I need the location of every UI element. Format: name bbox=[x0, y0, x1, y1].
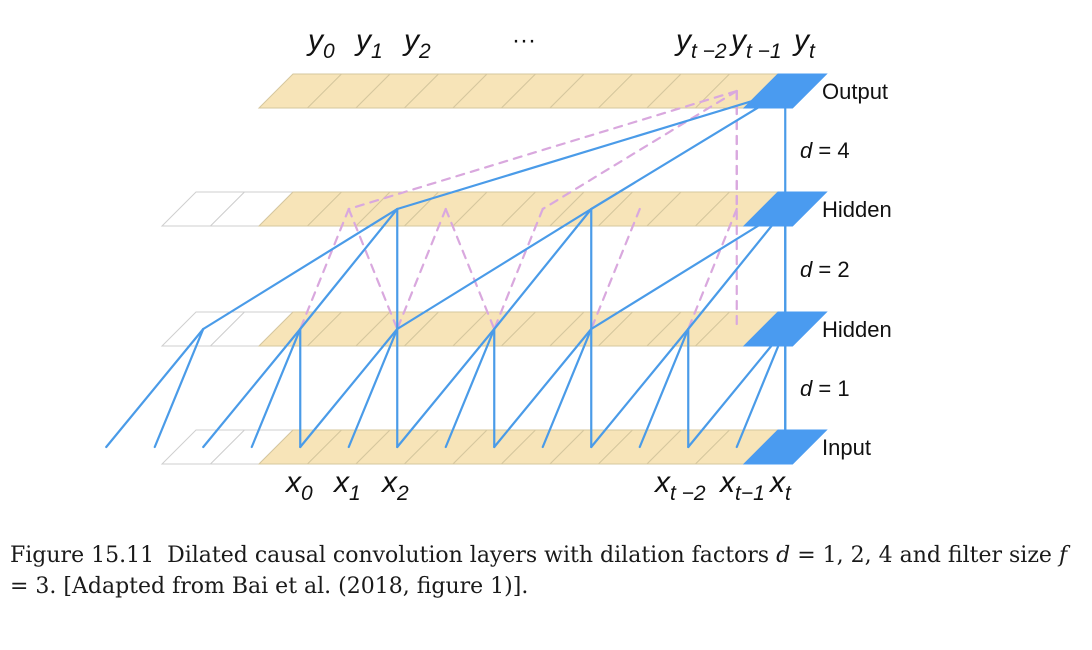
connection-line bbox=[590, 207, 787, 331]
output-ellipsis: ··· bbox=[512, 27, 536, 54]
diagram-labels: Output Hidden Hidden Input d = 4 d = 2 d = 1 y0… bbox=[284, 24, 892, 505]
output-current-cell bbox=[742, 73, 828, 109]
output-layer-label: Output bbox=[822, 79, 888, 104]
connection-line bbox=[444, 327, 496, 449]
output-label-5: yt bbox=[792, 24, 816, 63]
input-label-4: xt−1 bbox=[718, 466, 765, 505]
connection-line bbox=[105, 327, 205, 449]
dashed-dependency-line bbox=[299, 207, 350, 331]
connection-line bbox=[590, 327, 690, 449]
caption-text-2: = 1, 2, 4 and filter size bbox=[797, 543, 1052, 568]
input-label-0: x0 bbox=[284, 466, 313, 505]
dashed-dependency-line bbox=[687, 207, 738, 331]
output-label-3: yt −2 bbox=[674, 24, 727, 63]
connection-line bbox=[396, 89, 787, 211]
dilated-convolution-diagram: Output Hidden Hidden Input d = 4 d = 2 d = 1 y0… bbox=[105, 24, 892, 505]
caption-math-f: f bbox=[1058, 543, 1068, 568]
connection-line bbox=[735, 327, 787, 449]
hidden-2-current-cell bbox=[742, 191, 828, 227]
connection-line bbox=[202, 207, 399, 331]
current-time-cells bbox=[742, 73, 828, 465]
dashed-dependency-lines bbox=[299, 89, 738, 331]
connection-lines bbox=[105, 89, 787, 449]
input-current-cell bbox=[742, 429, 828, 465]
input-label-5: xt bbox=[768, 466, 792, 505]
caption-math-d: d bbox=[776, 543, 791, 568]
connection-line bbox=[299, 207, 399, 331]
output-label-4: yt −1 bbox=[729, 24, 782, 63]
output-label-2: y2 bbox=[402, 24, 431, 63]
dashed-dependency-line bbox=[590, 207, 641, 331]
dashed-dependency-line bbox=[541, 89, 738, 211]
connection-line bbox=[687, 207, 787, 331]
connection-line bbox=[396, 327, 496, 449]
dilation-label-d1: d = 1 bbox=[800, 376, 850, 401]
dilation-label-d4: d = 4 bbox=[800, 138, 850, 163]
connection-line bbox=[590, 89, 787, 211]
connection-line bbox=[347, 327, 399, 449]
dashed-dependency-line bbox=[347, 89, 738, 211]
connection-line bbox=[202, 327, 302, 449]
dashed-dependency-line bbox=[444, 207, 496, 331]
caption-text-3: = 3. [Adapted from Bai et al. (2018, fig… bbox=[10, 574, 529, 599]
connection-line bbox=[396, 207, 593, 331]
input-layer-label: Input bbox=[822, 435, 871, 460]
output-label-0: y0 bbox=[306, 24, 335, 63]
output-label-1: y1 bbox=[354, 24, 383, 63]
padding-cells bbox=[160, 191, 295, 465]
figure-number: Figure 15.11 bbox=[10, 543, 155, 568]
dashed-dependency-line bbox=[493, 207, 544, 331]
input-label-3: xt −2 bbox=[653, 466, 706, 505]
hidden-2-layer-label: Hidden bbox=[822, 197, 892, 222]
dilation-label-d2: d = 2 bbox=[800, 257, 850, 282]
connection-line bbox=[250, 327, 302, 449]
connection-line bbox=[638, 327, 690, 449]
connection-line bbox=[153, 327, 205, 449]
input-label-2: x2 bbox=[380, 466, 409, 505]
connection-line bbox=[541, 327, 593, 449]
input-label-1: x1 bbox=[332, 466, 361, 505]
hidden-1-current-cell bbox=[742, 311, 828, 347]
caption-text-1: Dilated causal convolution layers with d… bbox=[167, 543, 770, 568]
connection-line bbox=[299, 327, 399, 449]
dashed-dependency-line bbox=[396, 207, 447, 331]
connection-line bbox=[493, 327, 593, 449]
figure-caption: Figure 15.11 Dilated causal convolution … bbox=[10, 540, 1080, 602]
dashed-dependency-line bbox=[347, 207, 399, 331]
connection-line bbox=[493, 207, 593, 331]
connection-line bbox=[687, 327, 787, 449]
hidden-1-layer-label: Hidden bbox=[822, 317, 892, 342]
